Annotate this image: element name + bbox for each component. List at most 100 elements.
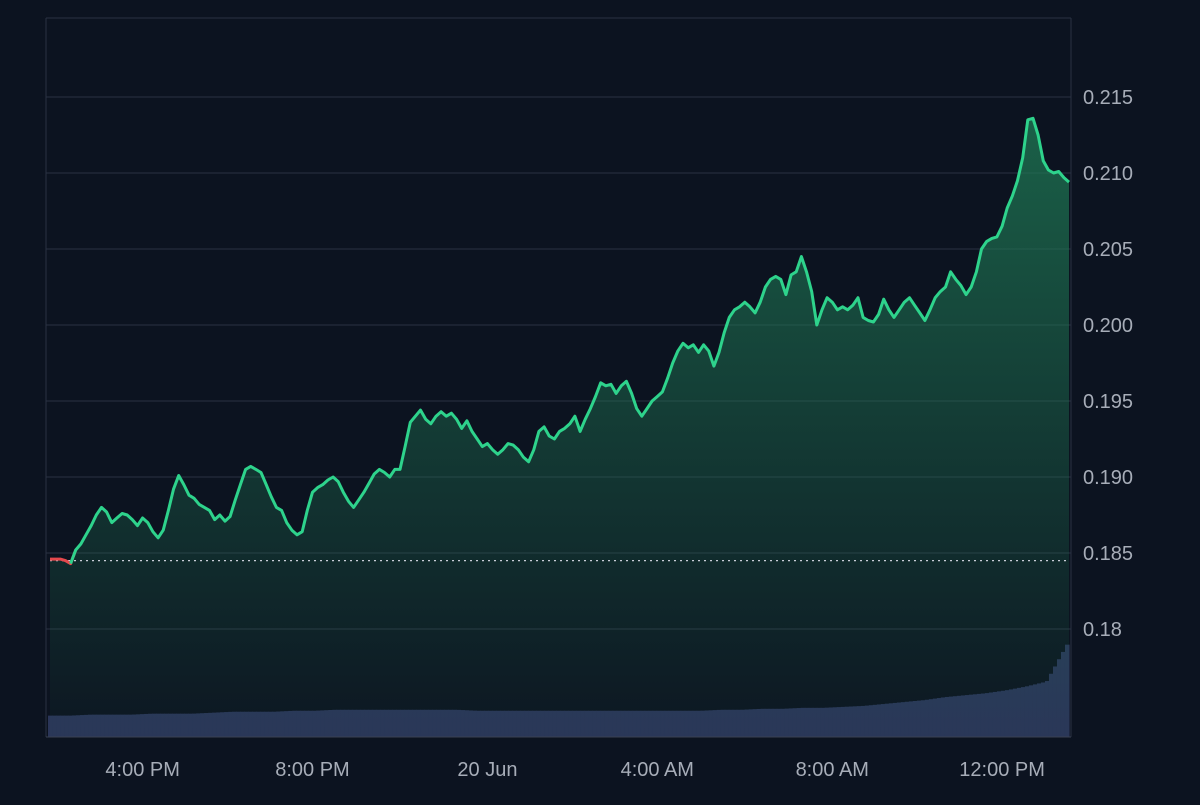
price-point: [682, 342, 684, 344]
y-tick-label: 0.18: [1083, 619, 1122, 641]
price-point: [672, 362, 674, 364]
price-point: [306, 509, 308, 511]
price-point: [368, 482, 370, 484]
price-point: [1006, 207, 1008, 209]
price-point: [234, 499, 236, 501]
price-point: [486, 442, 488, 444]
price-point: [327, 479, 329, 481]
price-point: [857, 296, 859, 298]
price-point: [744, 301, 746, 303]
price-point: [810, 290, 812, 292]
price-point: [152, 531, 154, 533]
price-point: [126, 514, 128, 516]
price-point: [898, 309, 900, 311]
price-point: [280, 509, 282, 511]
price-point: [563, 427, 565, 429]
price-point: [677, 350, 679, 352]
price-point: [610, 383, 612, 385]
price-point: [630, 392, 632, 394]
price-point: [394, 468, 396, 470]
price-point: [924, 319, 926, 321]
price-point: [934, 296, 936, 298]
price-point: [337, 480, 339, 482]
price-point: [584, 418, 586, 420]
price-point: [162, 529, 164, 531]
price-point: [203, 506, 205, 508]
price-point: [538, 430, 540, 432]
price-point: [749, 306, 751, 308]
price-point: [358, 499, 360, 501]
price-point: [970, 286, 972, 288]
price-point: [764, 286, 766, 288]
price-point: [816, 324, 818, 326]
price-point: [522, 456, 524, 458]
price-point: [574, 415, 576, 417]
price-point: [955, 278, 957, 280]
price-point: [589, 407, 591, 409]
price-point: [286, 521, 288, 523]
price-point: [491, 448, 493, 450]
price-point: [255, 468, 257, 470]
price-point: [795, 271, 797, 273]
y-tick-label: 0.215: [1083, 87, 1133, 109]
price-point: [450, 412, 452, 414]
price-point: [960, 284, 962, 286]
price-point: [965, 293, 967, 295]
price-point: [471, 430, 473, 432]
price-point: [687, 347, 689, 349]
price-point: [1068, 181, 1070, 183]
price-point: [908, 296, 910, 298]
price-point: [1047, 169, 1049, 171]
price-point: [383, 471, 385, 473]
y-tick-label: 0.190: [1083, 467, 1133, 489]
x-tick-label: 8:00 PM: [275, 759, 349, 781]
price-point: [939, 290, 941, 292]
price-point: [208, 509, 210, 511]
price-point: [69, 562, 71, 564]
price-point: [826, 296, 828, 298]
y-tick-label: 0.210: [1083, 163, 1133, 185]
price-point: [738, 306, 740, 308]
price-point: [975, 271, 977, 273]
price-point: [1001, 225, 1003, 227]
price-point: [1063, 176, 1065, 178]
price-point: [291, 529, 293, 531]
price-point: [116, 517, 118, 519]
price-point: [1042, 160, 1044, 162]
price-point: [883, 298, 885, 300]
price-point: [713, 365, 715, 367]
x-tick-label: 4:00 PM: [105, 759, 179, 781]
price-point: [867, 319, 869, 321]
price-point: [697, 351, 699, 353]
price-point: [774, 275, 776, 277]
price-point: [1058, 170, 1060, 172]
price-point: [296, 534, 298, 536]
price-point: [708, 350, 710, 352]
price-point: [177, 474, 179, 476]
price-point: [543, 426, 545, 428]
price-point: [445, 415, 447, 417]
price-point: [250, 465, 252, 467]
price-point: [991, 237, 993, 239]
price-point: [903, 301, 905, 303]
price-point: [847, 309, 849, 311]
y-tick-label: 0.205: [1083, 239, 1133, 261]
price-point: [620, 385, 622, 387]
price-point: [718, 351, 720, 353]
price-point: [666, 377, 668, 379]
price-point: [430, 423, 432, 425]
price-point: [424, 418, 426, 420]
price-point: [90, 524, 92, 526]
price-point: [646, 407, 648, 409]
price-point: [157, 537, 159, 539]
price-point: [301, 531, 303, 533]
price-point: [558, 430, 560, 432]
price-point: [270, 496, 272, 498]
price-point: [733, 309, 735, 311]
price-point: [229, 515, 231, 517]
price-point: [980, 248, 982, 250]
price-point: [260, 471, 262, 473]
x-tick-label: 20 Jun: [457, 759, 517, 781]
y-axis-ticks: 0.215 0.210 0.205 0.200 0.195 0.190 0.185 0.18: [1083, 87, 1133, 641]
